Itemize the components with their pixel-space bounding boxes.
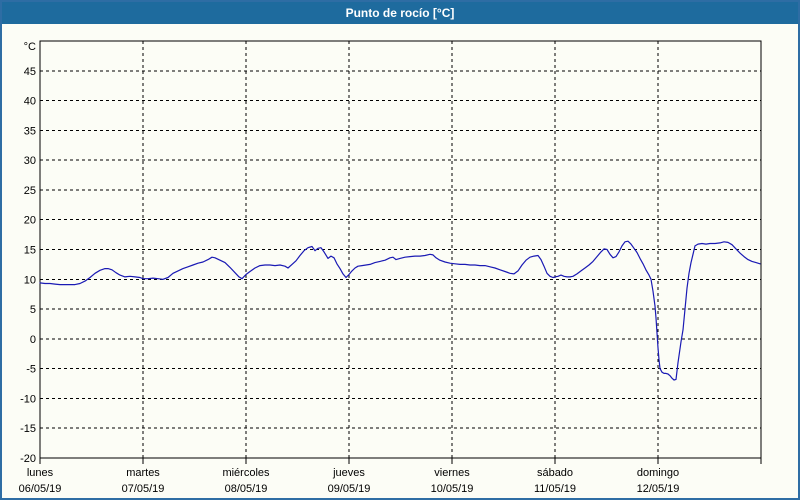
y-axis-tick-label: 45 (24, 66, 36, 78)
y-axis-tick-label: 15 (24, 245, 36, 257)
day-name-label: domingo (637, 467, 679, 479)
y-axis-tick-label: 0 (30, 334, 36, 346)
y-axis-tick-label: -15 (20, 423, 36, 435)
day-name-label: martes (126, 467, 160, 479)
y-axis-tick-label: 30 (24, 155, 36, 167)
y-axis-tick-label: 40 (24, 96, 36, 108)
chart-title: Punto de rocío [°C] (345, 6, 455, 20)
plot-box (39, 40, 762, 459)
day-date-label: 07/05/19 (122, 483, 165, 495)
day-date-label: 11/05/19 (534, 483, 576, 495)
day-date-label: 08/05/19 (225, 483, 268, 495)
day-name-label: jueves (332, 467, 365, 479)
y-axis-tick-label: 10 (24, 274, 36, 286)
y-axis-tick-label: 5 (30, 304, 36, 316)
day-date-label: 10/05/19 (431, 483, 474, 495)
day-date-label: 12/05/19 (637, 483, 680, 495)
dew-point-chart: 45 40 35 30 25 20 15 10 5 0 -5 -10 -15 -20 °C lunes 06/0… (19, 40, 762, 495)
y-axis-unit-label: °C (24, 41, 36, 53)
day-name-label: lunes (27, 467, 54, 479)
plot-area-container: 45 40 35 30 25 20 15 10 5 0 -5 -10 -15 -20 °C lunes 06/0… (2, 24, 798, 498)
chart-title-bar: Punto de rocío [°C] (2, 2, 798, 24)
y-axis-tick-label: 35 (24, 125, 36, 137)
y-axis-tick-label: 25 (24, 185, 36, 197)
y-axis-tick-label: -20 (20, 453, 36, 465)
y-axis-tick-label: 20 (24, 215, 36, 227)
y-axis-tick-label: -5 (26, 364, 36, 376)
day-name-label: sábado (537, 467, 573, 479)
dew-point-line (39, 240, 761, 381)
day-date-label: 09/05/19 (328, 483, 371, 495)
day-date-label: 06/05/19 (19, 483, 62, 495)
day-name-label: miércoles (222, 467, 270, 479)
y-axis-tick-label: -10 (20, 393, 36, 405)
day-name-label: viernes (434, 467, 470, 479)
